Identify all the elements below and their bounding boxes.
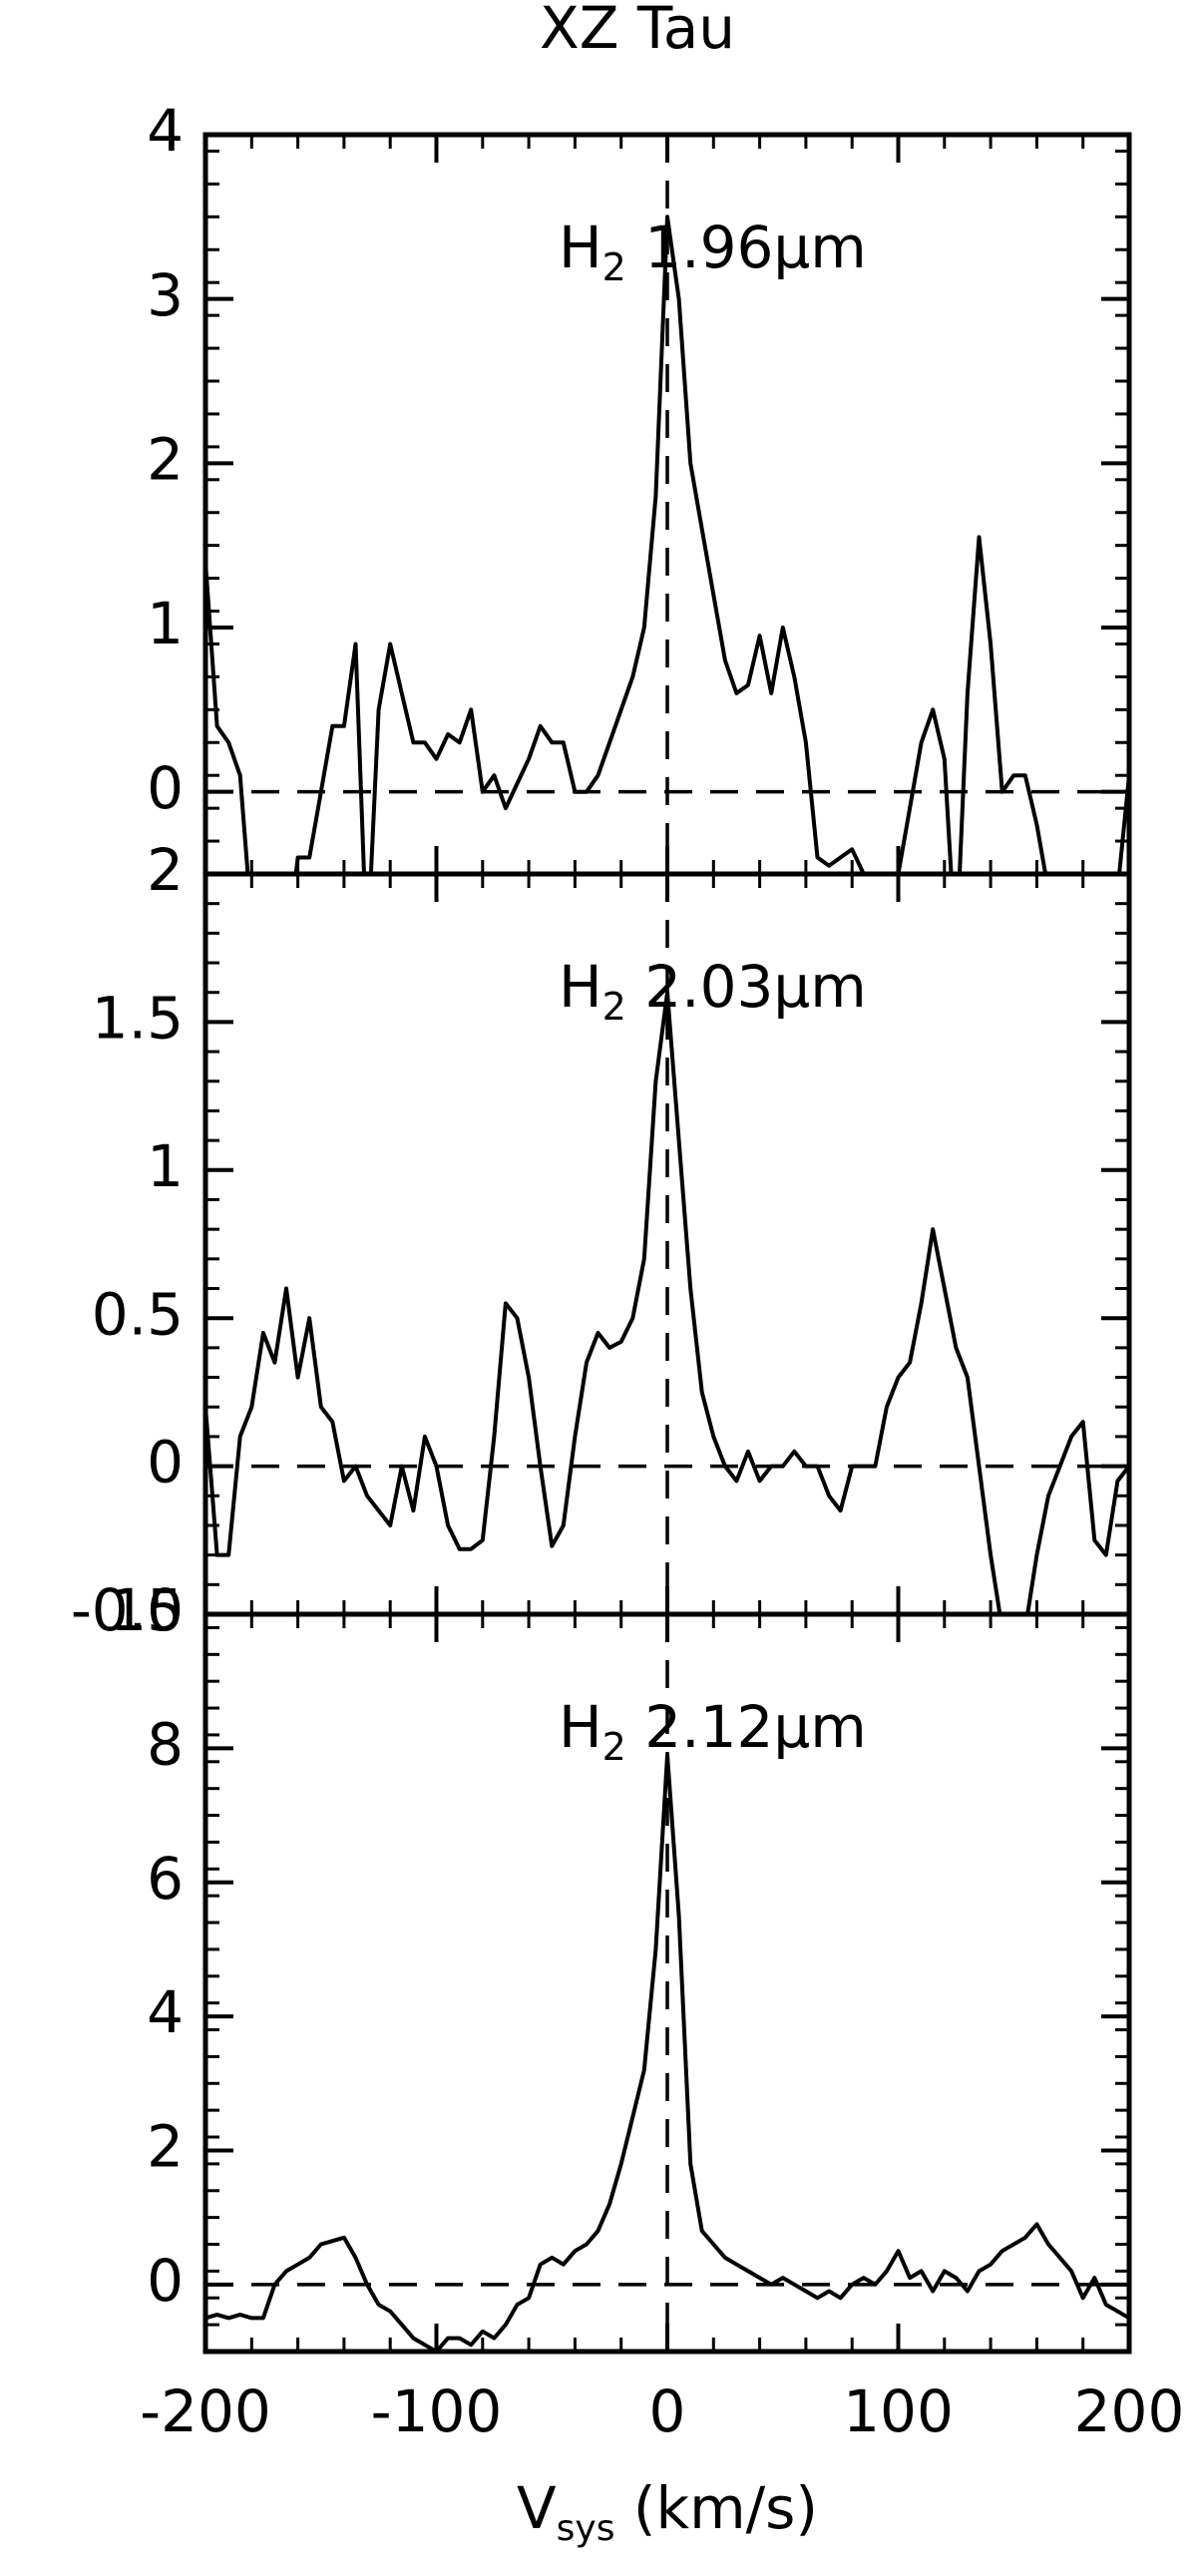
spectrum [205,1753,1129,2352]
y-tick-label: 8 [147,1710,184,1778]
x-tick-label: 200 [1074,2377,1185,2445]
label-part: (km/s) [614,2474,818,2542]
spectrum [205,215,1129,874]
y-tick-label: 0 [147,1429,184,1497]
y-tick-label: 1.5 [92,985,184,1053]
y-tick-label: 2 [147,2113,184,2181]
label-part: 2 [602,1725,626,1769]
line-label: H2 2.03μm [559,953,867,1028]
x-tick-label: 0 [649,2377,686,2445]
spectrum [205,990,1129,1614]
y-tick-label: 0 [147,754,184,822]
y-tick-label: 4 [147,97,184,165]
y-tick-label: 0 [147,2247,184,2315]
label-part: sys [557,2508,615,2549]
label-part: H [559,214,602,281]
x-axis-label: Vsys (km/s) [517,2474,818,2549]
y-tick-label: -0.5 [71,1576,184,1644]
y-tick-label: 2 [147,425,184,493]
label-part: 2 [602,985,626,1029]
label-part: 2 [602,245,626,289]
x-tick-label: -200 [140,2377,271,2445]
label-part: V [517,2474,557,2542]
label-part: 1.96μm [626,214,867,281]
y-tick-label: 2 [147,836,184,904]
x-tick-label: -100 [371,2377,503,2445]
y-tick-label: 6 [147,1845,184,1913]
line-label: H2 1.96μm [559,214,867,288]
label-part: 2.12μm [626,1693,867,1761]
y-tick-label: 10 [110,1576,184,1644]
y-tick-label: 3 [147,261,184,329]
line-label: H2 2.12μm [559,1693,867,1768]
y-tick-label: 4 [147,1978,184,2046]
x-tick-label: 100 [843,2377,954,2445]
chart-title: XZ Tau [540,0,735,62]
label-part: H [559,953,602,1021]
label-part: 2.03μm [626,953,867,1021]
label-part: H [559,1693,602,1761]
y-tick-label: 0.5 [92,1280,184,1348]
y-tick-label: 1 [147,590,184,657]
frame [202,1611,1132,2355]
y-tick-label: 1 [147,1132,184,1200]
